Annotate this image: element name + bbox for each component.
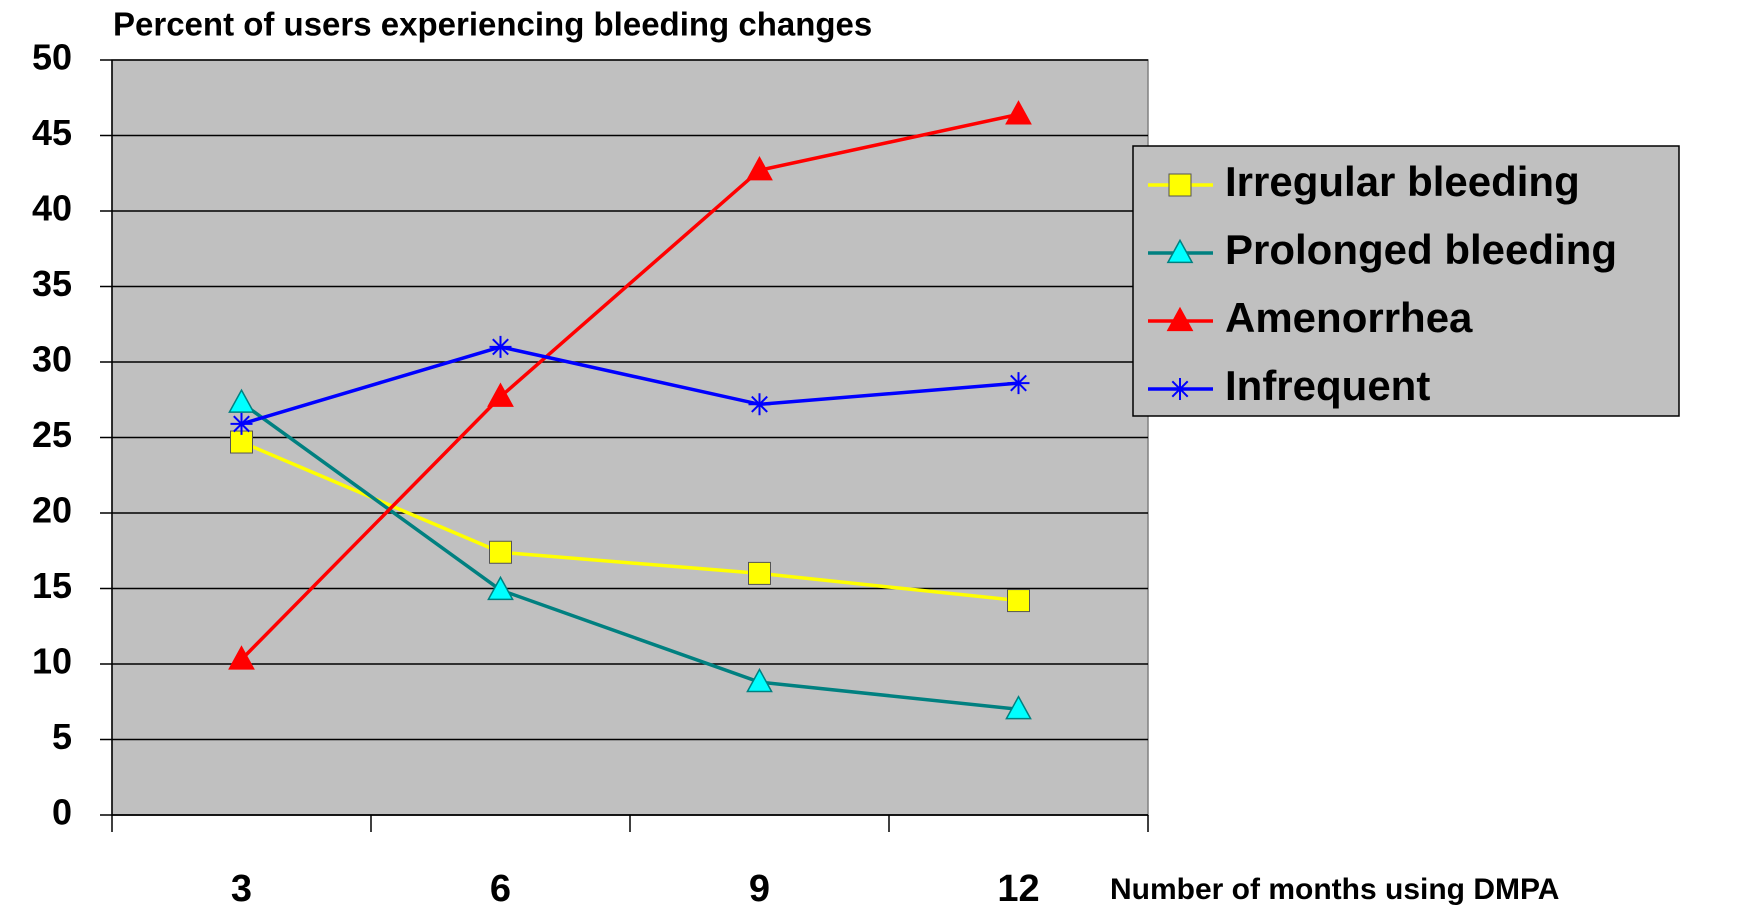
legend-marker xyxy=(1166,306,1194,332)
series-line xyxy=(240,401,1019,712)
legend-label: Prolonged bleeding xyxy=(1225,226,1617,273)
legend-marker xyxy=(1168,173,1192,197)
x-axis-title: Number of months using DMPA xyxy=(1110,873,1559,906)
data-point xyxy=(748,393,771,416)
y-tick-label: 10 xyxy=(32,641,72,682)
y-tick-label: 0 xyxy=(52,792,72,833)
data-point xyxy=(487,575,514,601)
data-point xyxy=(489,540,512,564)
legend-label: Amenorrhea xyxy=(1225,294,1473,341)
legend-marker xyxy=(1166,238,1194,264)
y-tick-label: 5 xyxy=(52,716,72,757)
data-point xyxy=(230,412,253,435)
legend-label: Infrequent xyxy=(1225,362,1430,409)
x-tick-label: 6 xyxy=(490,868,511,910)
series-line xyxy=(240,112,1019,661)
legend-box xyxy=(1132,145,1680,417)
data-point xyxy=(487,382,514,407)
y-tick-label: 45 xyxy=(32,112,72,153)
data-point xyxy=(1007,589,1030,613)
data-point xyxy=(489,335,512,358)
data-point xyxy=(748,561,771,585)
y-tick-label: 20 xyxy=(32,490,72,531)
y-tick-label: 50 xyxy=(32,37,72,78)
y-tick-label: 25 xyxy=(32,414,72,455)
x-tick-label: 12 xyxy=(997,868,1039,910)
legend-label: Irregular bleeding xyxy=(1225,158,1580,205)
data-point xyxy=(228,645,255,670)
data-point xyxy=(1005,100,1032,125)
legend-marker xyxy=(1169,378,1191,400)
x-tick-label: 9 xyxy=(749,868,770,910)
data-point xyxy=(1005,695,1032,720)
data-point xyxy=(1007,372,1030,395)
series-line xyxy=(241,345,1019,426)
data-point xyxy=(746,156,773,181)
y-tick-label: 35 xyxy=(32,263,72,304)
y-tick-label: 30 xyxy=(32,339,72,380)
data-point xyxy=(228,388,255,413)
chart-title: Percent of users experiencing bleeding c… xyxy=(113,6,872,43)
data-point xyxy=(746,667,773,693)
x-tick-label: 3 xyxy=(231,868,252,910)
y-tick-label: 40 xyxy=(32,188,72,229)
y-tick-label: 15 xyxy=(32,565,72,606)
